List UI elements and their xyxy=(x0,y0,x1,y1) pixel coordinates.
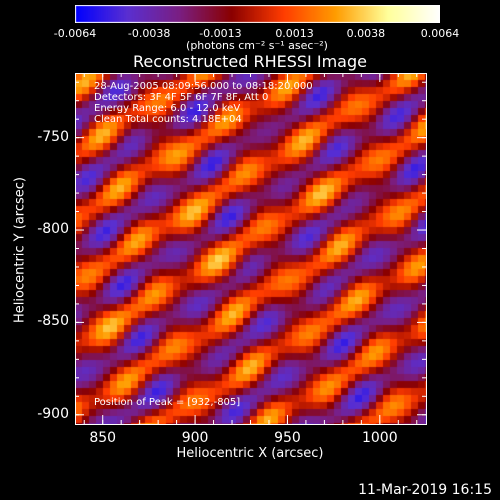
y-tick-label: -850 xyxy=(37,313,69,330)
annotation-detectors: Detectors: 3F 4F 5F 6F 7F 8F, Att 0 xyxy=(94,92,269,103)
annotation-time-range: 28-Aug-2005 08:09:56.000 to 08:18:20.000 xyxy=(94,81,313,92)
y-axis-label: Heliocentric Y (arcsec) xyxy=(12,177,28,323)
colorbar-tick-label: -0.0038 xyxy=(127,27,171,40)
colorbar-units: (photons cm⁻² s⁻¹ asec⁻²) xyxy=(186,39,328,52)
plot-frame xyxy=(75,73,427,425)
colorbar-tick-label: -0.0013 xyxy=(199,27,242,40)
y-tick-label: -750 xyxy=(37,128,69,145)
colorbar xyxy=(75,5,440,23)
x-axis-label: Heliocentric X (arcsec) xyxy=(176,446,324,461)
chart-title: Reconstructed RHESSI Image xyxy=(133,52,367,71)
y-tick-label: -800 xyxy=(37,221,69,238)
colorbar-tick-label: -0.0064 xyxy=(53,27,97,40)
x-tick-label: 850 xyxy=(89,430,117,446)
annotation-clean-counts: Clean Total counts: 4.18E+04 xyxy=(94,114,242,125)
colorbar-tick-label: 0.0064 xyxy=(420,27,460,40)
heatmap-image xyxy=(75,73,426,424)
x-tick-label: 1000 xyxy=(361,430,398,446)
annotation-energy-range: Energy Range: 6.0 - 12.0 keV xyxy=(94,103,241,114)
x-tick-label: 900 xyxy=(181,430,209,446)
colorbar-tick-label: 0.0038 xyxy=(346,27,386,40)
x-tick-label: 950 xyxy=(274,430,301,446)
annotation-peak-position: Position of Peak = [932,-805] xyxy=(94,397,241,408)
datestamp: 11-Mar-2019 16:15 xyxy=(358,482,492,498)
colorbar-tick-label: 0.0013 xyxy=(275,27,314,40)
y-tick-label: -900 xyxy=(37,405,69,422)
